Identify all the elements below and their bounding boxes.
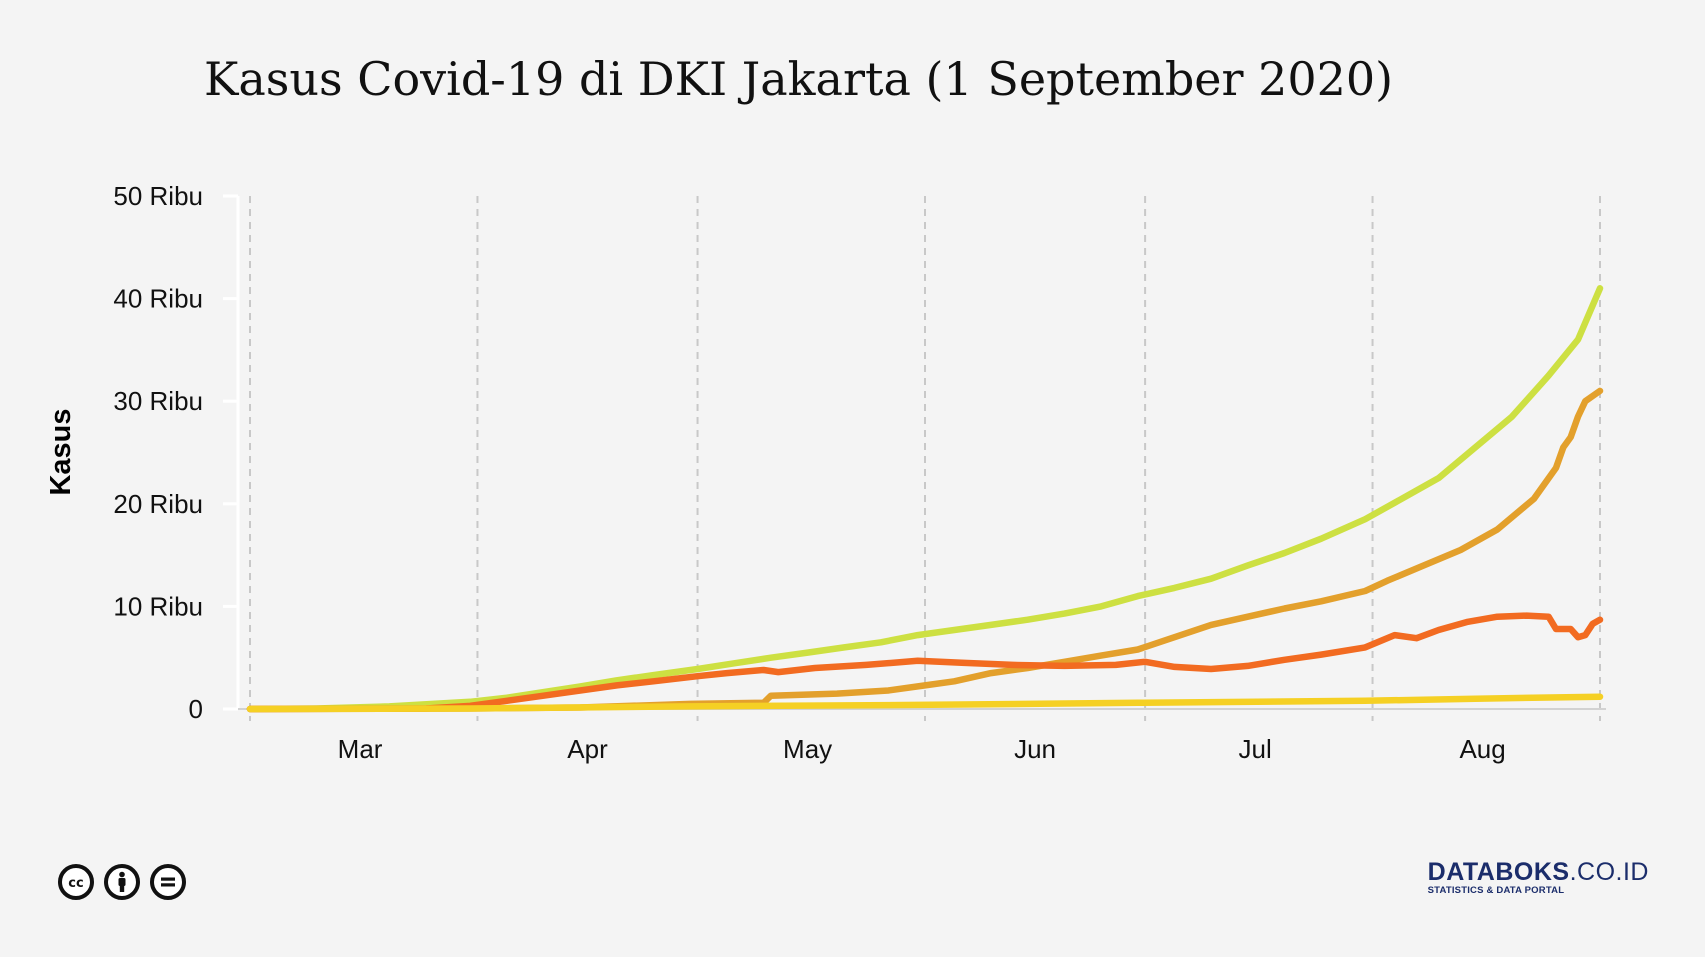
x-tick-label-apr: Apr — [567, 734, 608, 764]
nd-icon — [150, 864, 186, 900]
x-tick-label-may: May — [783, 734, 832, 764]
series-lines — [246, 285, 1604, 713]
series-line-2 — [246, 612, 1604, 713]
y-tick-labels: 0 10 Ribu 20 Ribu 30 Ribu 40 Ribu 50 Ribu — [113, 181, 203, 724]
y-tick-label-5: 50 Ribu — [113, 181, 203, 211]
gridlines — [249, 196, 1601, 721]
databoks-logo: DATABOKS.CO.ID STATISTICS & DATA PORTAL — [1428, 858, 1649, 896]
y-tick-label-4: 40 Ribu — [113, 284, 203, 314]
brand-name: DATABOKS.CO.ID — [1428, 858, 1649, 887]
by-icon — [104, 864, 140, 900]
license-badges: cc — [58, 864, 186, 900]
x-tick-label-aug: Aug — [1459, 734, 1505, 764]
y-axis-title: Kasus — [45, 408, 77, 495]
svg-text:cc: cc — [68, 876, 83, 891]
cc-icon: cc — [58, 864, 94, 900]
y-tick-label-0: 0 — [189, 694, 203, 724]
x-tick-label-mar: Mar — [338, 734, 383, 764]
y-tick-label-3: 30 Ribu — [113, 386, 203, 416]
brand-name-bold: DATABOKS — [1427, 858, 1570, 886]
x-tick-label-jul: Jul — [1239, 734, 1272, 764]
series-line-3 — [246, 693, 1604, 713]
y-tick-label-1: 10 Ribu — [113, 591, 203, 621]
x-tick-label-jun: Jun — [1014, 734, 1056, 764]
brand-name-domain: .CO.ID — [1569, 858, 1649, 886]
brand-tagline: STATISTICS & DATA PORTAL — [1427, 885, 1565, 896]
series-line-0 — [246, 285, 1604, 713]
axes — [223, 194, 1606, 711]
x-tick-labels: Mar Apr May Jun Jul Aug — [338, 734, 1506, 764]
series-line-1 — [246, 387, 1604, 713]
y-tick-label-2: 20 Ribu — [113, 489, 203, 519]
chart-title: Kasus Covid-19 di DKI Jakarta (1 Septemb… — [204, 52, 1394, 106]
